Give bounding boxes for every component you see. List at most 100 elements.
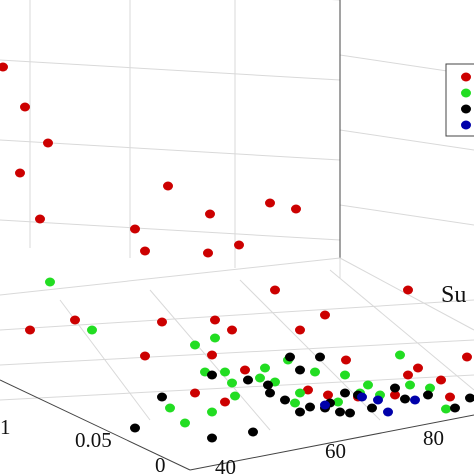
- data-point-series-3: [280, 395, 290, 405]
- data-point-series-1: [403, 370, 413, 380]
- data-point-series-1: [157, 317, 167, 327]
- data-point-series-3: [295, 365, 305, 375]
- data-point-series-2: [310, 367, 320, 377]
- data-point-series-1: [240, 365, 250, 375]
- data-point-series-3: [390, 383, 400, 393]
- data-point-series-3: [207, 370, 217, 380]
- data-point-series-2: [230, 391, 240, 401]
- data-point-series-2: [165, 403, 175, 413]
- back-wall-gridline: [0, 139, 341, 161]
- data-point-series-3: [423, 390, 433, 400]
- data-point-series-1: [0, 62, 8, 72]
- data-point-series-1: [303, 385, 313, 395]
- data-point-series-3: [367, 403, 377, 413]
- data-point-series-1: [15, 168, 25, 178]
- data-point-series-1: [403, 285, 413, 295]
- data-point-series-2: [260, 363, 270, 373]
- y-axis-line: [0, 379, 191, 471]
- data-point-series-1: [35, 214, 45, 224]
- data-point-series-4: [383, 407, 393, 417]
- data-point-series-1: [20, 102, 30, 112]
- data-point-series-2: [45, 277, 55, 287]
- x-axis-line: [189, 414, 474, 471]
- data-point-series-3: [305, 402, 315, 412]
- data-point-series-3: [340, 388, 350, 398]
- x-tick-label-60: 60: [325, 439, 346, 463]
- data-point-series-1: [70, 315, 80, 325]
- data-point-series-2: [363, 380, 373, 390]
- side-wall-gridline: [339, 129, 474, 151]
- data-point-series-1: [445, 392, 455, 402]
- data-point-series-2: [395, 350, 405, 360]
- data-point-series-2: [227, 378, 237, 388]
- data-point-series-2: [333, 397, 343, 407]
- data-point-series-3: [450, 403, 460, 413]
- data-point-series-1: [462, 352, 472, 362]
- data-point-series-2: [405, 380, 415, 390]
- data-point-series-3: [285, 352, 295, 362]
- data-point-series-1: [227, 325, 237, 335]
- data-point-series-1: [43, 138, 53, 148]
- y-tick-label-1: 1: [0, 415, 11, 439]
- floor-gridline: [0, 257, 341, 296]
- legend-marker-3: [461, 104, 471, 114]
- data-point-series-1: [270, 285, 280, 295]
- data-point-series-3: [335, 407, 345, 417]
- data-point-series-4: [410, 395, 420, 405]
- data-point-series-1: [265, 198, 275, 208]
- data-point-series-3: [465, 393, 474, 403]
- data-point-series-2: [255, 373, 265, 383]
- y-tick-label-005: 0.05: [75, 428, 112, 452]
- data-point-series-3: [157, 392, 167, 402]
- data-point-series-3: [263, 380, 273, 390]
- floor-gridline: [329, 269, 474, 391]
- data-point-series-1: [413, 363, 423, 373]
- data-point-series-1: [323, 390, 333, 400]
- floor-gridline: [0, 339, 474, 366]
- data-point-series-1: [130, 224, 140, 234]
- data-point-series-1: [390, 390, 400, 400]
- data-point-series-3: [400, 394, 410, 404]
- data-point-series-2: [190, 340, 200, 350]
- data-point-series-3: [248, 427, 258, 437]
- data-point-series-2: [207, 407, 217, 417]
- data-point-series-1: [163, 181, 173, 191]
- data-point-series-4: [357, 392, 367, 402]
- data-point-series-1: [210, 315, 220, 325]
- data-point-series-4: [320, 400, 330, 410]
- data-point-series-2: [180, 418, 190, 428]
- data-point-series-1: [291, 204, 301, 214]
- data-point-series-3: [345, 408, 355, 418]
- data-point-series-1: [220, 397, 230, 407]
- data-point-series-2: [220, 367, 230, 377]
- legend-marker-1: [461, 72, 471, 82]
- data-point-series-3: [207, 433, 217, 443]
- data-point-series-2: [441, 404, 451, 414]
- data-point-series-1: [203, 248, 213, 258]
- data-point-series-1: [207, 350, 217, 360]
- data-point-series-3: [295, 407, 305, 417]
- data-point-series-3: [265, 388, 275, 398]
- side-wall-gridline: [339, 204, 474, 226]
- data-point-series-2: [425, 383, 435, 393]
- data-point-series-3: [130, 423, 140, 433]
- data-point-series-2: [87, 325, 97, 335]
- data-point-series-2: [210, 333, 220, 343]
- data-point-series-1: [320, 310, 330, 320]
- back-wall-gridline: [0, 219, 341, 241]
- data-point-series-1: [190, 388, 200, 398]
- data-point-series-3: [315, 352, 325, 362]
- data-point-series-2: [295, 388, 305, 398]
- data-point-series-1: [341, 355, 351, 365]
- data-point-series-1: [25, 325, 35, 335]
- back-wall-gridline: [0, 59, 341, 81]
- legend-marker-2: [461, 88, 471, 98]
- floor-gridline: [149, 289, 271, 431]
- data-point-series-2: [340, 370, 350, 380]
- floor-gridline: [0, 374, 474, 401]
- data-point-series-1: [234, 240, 244, 250]
- data-point-series-1: [295, 325, 305, 335]
- data-points: [0, 62, 474, 443]
- x-tick-label-40: 40: [215, 455, 236, 474]
